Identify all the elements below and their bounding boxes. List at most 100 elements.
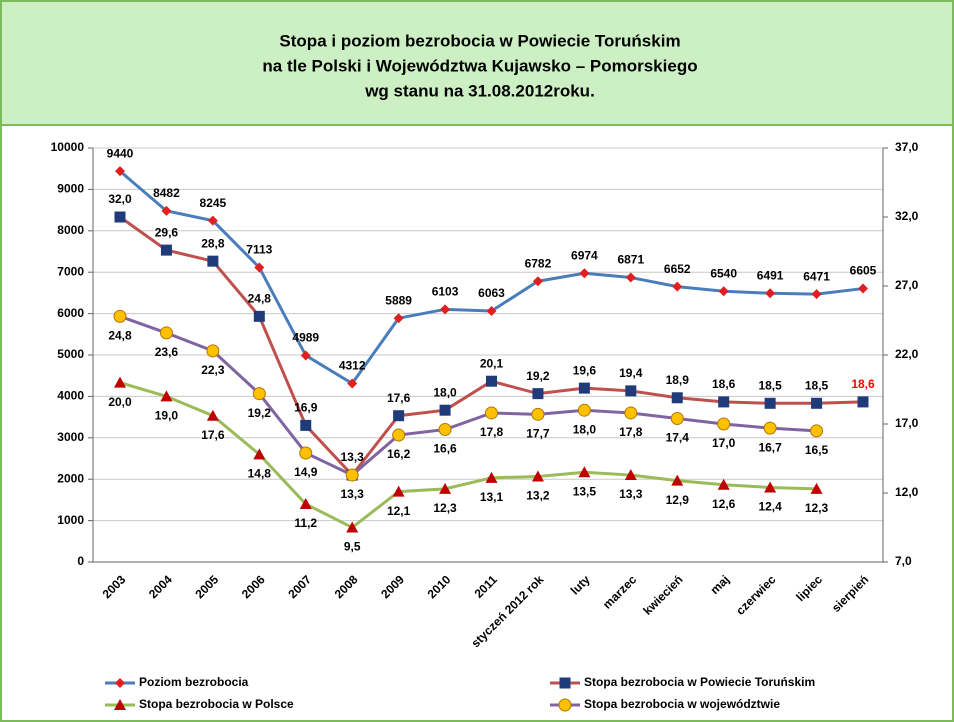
point — [531, 470, 544, 482]
series: 24,8 23,6 22,3 19,2 14,9 13,3 16,2 16,6 17,8 17,7… — [108, 309, 829, 501]
point — [159, 326, 173, 340]
data-label: 20,0 — [108, 395, 132, 409]
data-label: 4989 — [292, 331, 319, 345]
point — [115, 678, 125, 688]
data-label: 32,0 — [108, 192, 132, 206]
data-label: 28,8 — [201, 236, 225, 250]
point — [486, 375, 497, 387]
y2-tick-label: 12,0 — [895, 485, 919, 499]
data-label: 6605 — [850, 264, 877, 278]
data-label: 13,2 — [526, 489, 550, 503]
data-label: 6782 — [525, 256, 552, 270]
data-label: 6540 — [710, 266, 737, 280]
y2-tick-label: 37,0 — [895, 140, 919, 154]
data-label: 17,8 — [480, 425, 504, 439]
point — [439, 482, 452, 494]
y2-tick-label: 32,0 — [895, 209, 919, 223]
data-label: 12,1 — [387, 504, 411, 518]
point — [811, 289, 822, 300]
point — [392, 485, 405, 497]
point — [625, 385, 637, 397]
point — [253, 310, 265, 322]
series-line — [119, 381, 817, 530]
y-tick-label: 3000 — [57, 430, 84, 444]
point — [559, 677, 571, 689]
point — [160, 390, 173, 402]
point — [207, 215, 218, 226]
point — [252, 387, 266, 401]
data-label: 16,9 — [294, 401, 318, 415]
point — [114, 699, 126, 710]
y-tick-label: 5000 — [57, 347, 84, 361]
point — [764, 397, 776, 409]
chart-title: na tle Polski i Województwa Kujawsko – P… — [262, 56, 697, 75]
data-label: 13,1 — [480, 490, 504, 504]
data-label: 8245 — [200, 196, 227, 210]
data-label: 13,5 — [573, 484, 597, 498]
point — [347, 378, 358, 389]
y-tick-label: 1000 — [57, 513, 84, 527]
point — [578, 466, 591, 478]
y-tick-label: 4000 — [57, 389, 84, 403]
point — [486, 305, 497, 316]
data-label: 24,8 — [248, 292, 272, 306]
data-label: 17,0 — [712, 436, 736, 450]
y-tick-label: 10000 — [51, 140, 85, 154]
y2-tick-label: 17,0 — [895, 416, 919, 430]
point — [393, 313, 404, 324]
data-label: 20,1 — [480, 356, 504, 370]
point — [810, 482, 823, 494]
y2-tick-label: 22,0 — [895, 347, 919, 361]
data-label: 17,8 — [619, 425, 643, 439]
data-label: 13,3 — [341, 487, 365, 501]
point — [858, 283, 868, 294]
point — [577, 403, 591, 417]
data-label: 18,5 — [805, 378, 829, 392]
data-label: 24,8 — [108, 329, 132, 343]
point — [485, 406, 498, 420]
point — [299, 498, 312, 510]
point — [439, 404, 451, 416]
data-label: 19,0 — [155, 409, 179, 423]
point — [558, 698, 572, 712]
data-label: 29,6 — [155, 225, 179, 239]
point — [532, 276, 543, 287]
point — [300, 350, 311, 361]
point — [763, 421, 777, 435]
data-label: 6652 — [664, 262, 691, 276]
data-label: 6871 — [617, 253, 644, 267]
data-label: 12,6 — [712, 497, 736, 511]
point — [624, 469, 637, 481]
data-label: 14,8 — [248, 467, 272, 481]
data-label: 18,5 — [758, 378, 782, 392]
data-label: 6103 — [432, 285, 459, 299]
data-label: 13,3 — [341, 450, 365, 464]
data-label: 17,6 — [201, 428, 225, 442]
series-line — [119, 314, 817, 477]
point — [345, 468, 359, 482]
point — [485, 471, 498, 483]
data-label: 22,3 — [201, 363, 225, 377]
data-label: 11,2 — [294, 516, 317, 530]
title-box — [0, 0, 954, 126]
point — [115, 166, 125, 177]
point — [671, 474, 684, 486]
data-label: 18,0 — [433, 385, 457, 399]
point — [161, 205, 172, 216]
data-label: 12,4 — [758, 500, 782, 514]
point — [810, 424, 824, 438]
series: 20,0 19,0 17,6 14,8 11,2 9,5 12,1 12,3 13,1 13,2 1… — [108, 376, 829, 554]
point — [440, 304, 451, 315]
data-label: 13,3 — [619, 487, 643, 501]
legend-label: Poziom bezrobocia — [139, 675, 249, 689]
y-tick-label: 7000 — [57, 264, 84, 278]
point — [392, 428, 406, 442]
point — [672, 281, 683, 292]
point — [113, 309, 127, 323]
point — [718, 396, 730, 408]
point — [717, 478, 730, 490]
point — [253, 448, 266, 460]
data-label: 18,6 — [851, 377, 875, 391]
point — [206, 409, 219, 421]
